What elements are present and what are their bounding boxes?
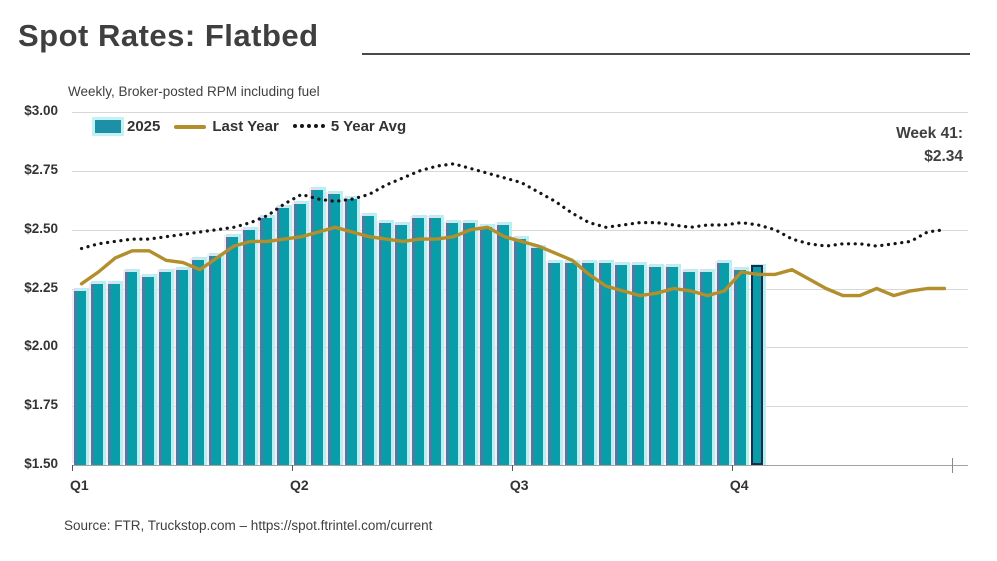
bar-week[interactable] [141,276,154,465]
bar-week-current[interactable] [750,265,763,465]
bar-week[interactable] [480,227,493,465]
x-axis-tick-label: Q4 [729,477,749,493]
y-axis-tick-label: $1.50 [24,456,58,471]
bar-week[interactable] [107,283,120,465]
callout-week-value: $2.34 [924,148,963,166]
bar-week[interactable] [497,224,509,465]
x-axis-tick [731,465,733,471]
page-title: Spot Rates: Flatbed [18,18,319,53]
y-axis-tick-label: $2.00 [24,338,58,354]
source-note: Source: FTR, Truckstop.com – https://spo… [64,518,433,533]
legend-label-last-year: Last Year [212,118,279,135]
bar-week[interactable] [547,262,560,465]
x-axis-tick [291,465,293,471]
gridline [72,229,968,231]
legend-label-2025: 2025 [127,118,161,135]
bar-week[interactable] [446,222,459,465]
bar-swatch-icon [92,117,124,136]
legend-item-last-year[interactable]: Last Year [174,118,279,135]
bar-week[interactable] [700,272,713,465]
chart-legend: 2025 Last Year 5 Year Avg [92,117,407,136]
legend-item-2025[interactable]: 2025 [92,117,161,136]
bar-week[interactable] [327,194,340,465]
gridline [72,465,968,466]
y-axis-tick-label: $1.75 [24,397,58,413]
bar-week[interactable] [463,222,476,465]
bar-week[interactable] [226,236,239,465]
current-week-callout: Week 41: $2.34 [896,122,963,169]
bar-week[interactable] [277,208,290,465]
bar-week[interactable] [344,199,357,465]
bar-week[interactable] [209,255,222,465]
bar-week[interactable] [581,262,594,465]
bar-week[interactable] [716,262,729,465]
gridline [72,112,968,113]
bar-week[interactable] [310,189,323,465]
line-swatch-icon [174,124,207,129]
bar-week[interactable] [733,269,746,465]
bar-week[interactable] [598,262,611,465]
bar-week[interactable] [192,260,205,465]
x-axis-tick-label: Q3 [509,477,529,493]
bar-week[interactable] [683,272,696,465]
gridline [72,170,968,172]
bar-week[interactable] [175,269,188,465]
x-axis-tick-label: Q2 [289,477,309,493]
bar-week[interactable] [378,222,391,465]
bar-week[interactable] [90,283,103,465]
bar-week[interactable] [666,267,679,465]
bar-week[interactable] [260,217,273,465]
y-axis-tick-label: $2.50 [24,220,58,236]
x-axis-tick [72,465,73,471]
bar-week[interactable] [293,203,306,465]
bar-week[interactable] [429,217,442,465]
bar-week[interactable] [513,239,526,465]
bar-week[interactable] [395,224,408,465]
bar-week[interactable] [243,229,256,465]
dotted-swatch-icon [292,124,325,132]
bar-week[interactable] [564,262,577,465]
legend-item-5-year-avg[interactable]: 5 Year Avg [292,118,407,135]
chart-subtitle: Weekly, Broker-posted RPM including fuel [68,84,320,99]
y-axis-tick-label: $2.75 [24,161,58,177]
callout-week-label: Week 41: [896,125,963,142]
legend-label-5-year-avg: 5 Year Avg [330,118,407,135]
title-underline [362,53,970,55]
x-axis-tick [511,465,513,471]
bar-week[interactable] [649,267,662,465]
x-axis-end-tick [951,458,953,473]
bar-week[interactable] [158,272,171,465]
bar-week[interactable] [632,264,645,465]
y-axis-tick-label: $3.00 [24,103,58,118]
x-axis-tick-label: Q1 [70,477,89,493]
y-axis-tick-label: $2.25 [24,279,58,295]
bar-week[interactable] [361,215,374,465]
bar-week[interactable] [615,264,628,465]
bar-week[interactable] [124,272,137,465]
bar-week[interactable] [530,248,543,465]
bar-week[interactable] [412,217,425,465]
bar-week[interactable] [74,290,86,465]
